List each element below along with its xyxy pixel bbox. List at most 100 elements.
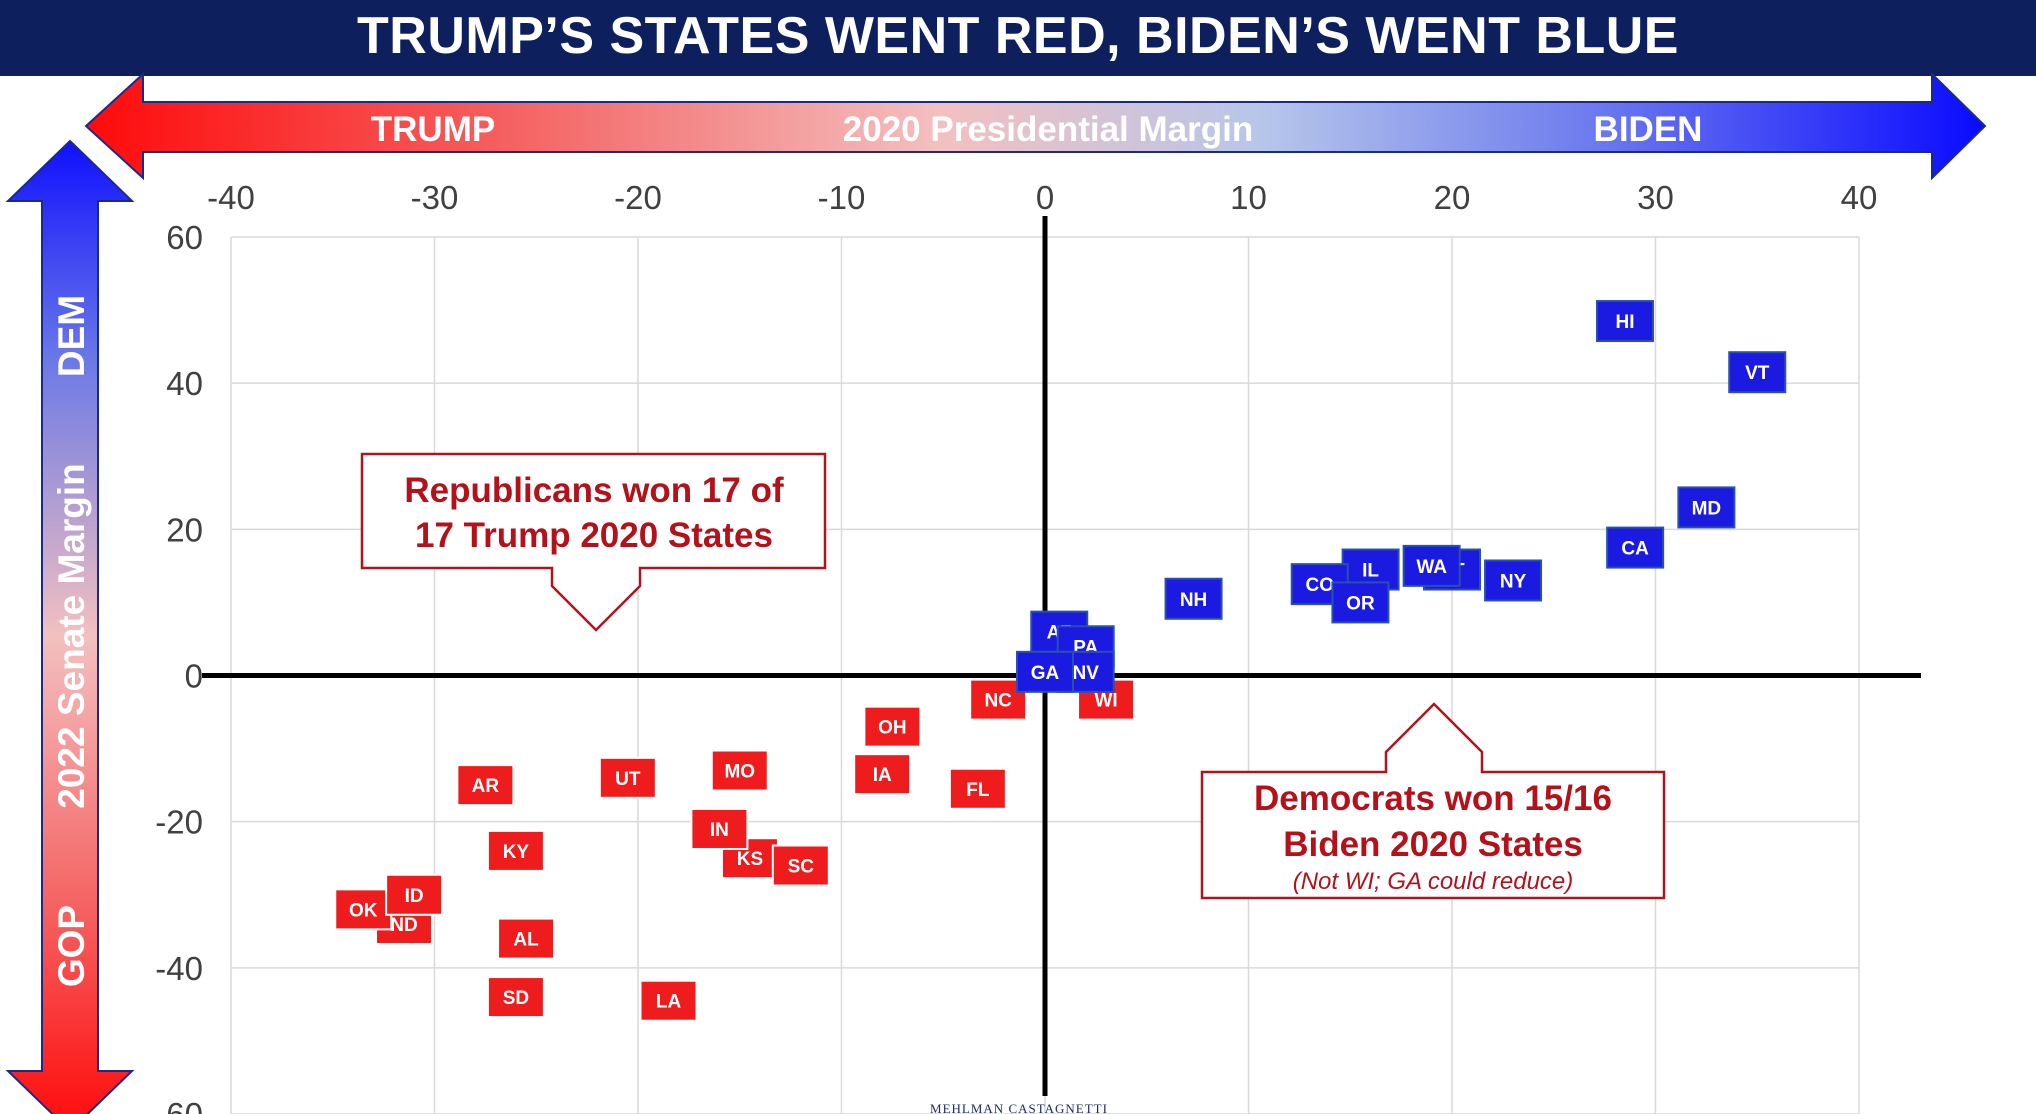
state-box bbox=[598, 756, 657, 799]
state-label: WA bbox=[1416, 557, 1447, 578]
state-label: UT bbox=[615, 769, 641, 790]
state-box bbox=[334, 888, 393, 931]
state-label: FL bbox=[966, 780, 990, 801]
x-arrow-left-label: TRUMP bbox=[371, 110, 495, 149]
democrat-callout-line1: Democrats won 15/16 bbox=[1254, 779, 1612, 818]
state-marker-ar: AR bbox=[456, 764, 515, 807]
x-tick-label: 30 bbox=[1637, 179, 1674, 216]
source-credit: Mehlman Castagnetti bbox=[930, 1101, 1108, 1114]
x-tick-label: 20 bbox=[1434, 179, 1471, 216]
x-tick-label: -10 bbox=[818, 179, 866, 216]
state-box bbox=[1595, 300, 1654, 343]
state-label: KS bbox=[737, 849, 763, 870]
state-box bbox=[486, 829, 545, 872]
state-box bbox=[1728, 351, 1787, 394]
state-markers: SD LA AL ND OK ID KY KS SC IN AR UT MO IA FL OH NC WI HI VT… bbox=[334, 300, 1787, 1022]
x-tick-label: 0 bbox=[1036, 179, 1054, 216]
state-label: NY bbox=[1500, 571, 1527, 592]
state-box bbox=[1402, 544, 1461, 587]
state-label: ND bbox=[390, 915, 417, 936]
state-marker-ky: KY bbox=[486, 829, 545, 872]
state-label: IL bbox=[1362, 561, 1379, 582]
democrat-callout-line2: Biden 2020 States bbox=[1283, 825, 1583, 864]
state-label: HI bbox=[1615, 312, 1634, 333]
state-marker-or: OR bbox=[1331, 581, 1390, 624]
state-box bbox=[497, 917, 556, 960]
x-tick-label: -40 bbox=[207, 179, 255, 216]
state-label: NH bbox=[1180, 590, 1207, 611]
state-label: KY bbox=[503, 842, 530, 863]
state-marker-oh: OH bbox=[863, 705, 922, 748]
state-label: SC bbox=[788, 857, 815, 878]
state-box bbox=[853, 753, 912, 796]
state-box bbox=[456, 764, 515, 807]
state-box bbox=[639, 979, 698, 1022]
state-label: IN bbox=[710, 820, 729, 841]
state-label: GA bbox=[1031, 663, 1060, 684]
state-box bbox=[863, 705, 922, 748]
state-label: NC bbox=[984, 691, 1012, 712]
state-marker-ok: OK bbox=[334, 888, 393, 931]
y-axis-arrow bbox=[5, 139, 135, 1114]
state-marker-fl: FL bbox=[948, 767, 1007, 810]
state-marker-nh: NH bbox=[1164, 577, 1223, 620]
state-marker-ca: CA bbox=[1606, 526, 1665, 569]
state-label: WI bbox=[1094, 691, 1117, 712]
state-box bbox=[1606, 526, 1665, 569]
state-label: OK bbox=[349, 900, 378, 921]
x-arrow-center-label: 2020 Presidential Margin bbox=[843, 110, 1253, 149]
y-tick-label: 60 bbox=[166, 219, 203, 256]
x-tick-label: -30 bbox=[411, 179, 459, 216]
y-tick-label: 20 bbox=[166, 511, 203, 548]
state-label: MD bbox=[1692, 498, 1722, 519]
state-label: VT bbox=[1745, 363, 1770, 384]
state-marker-mo: MO bbox=[710, 749, 769, 792]
state-label: ID bbox=[405, 886, 424, 907]
state-marker-ga: GA bbox=[1016, 650, 1074, 693]
republican-callout-line1: Republicans won 17 of bbox=[404, 471, 784, 510]
state-label: CO bbox=[1305, 575, 1334, 596]
state-marker-sd: SD bbox=[486, 976, 545, 1019]
y-arrow-center-label: 2022 Senate Margin bbox=[51, 463, 92, 808]
state-label: AL bbox=[513, 930, 539, 951]
x-arrow-right-label: BIDEN bbox=[1594, 110, 1703, 149]
x-tick-label: 10 bbox=[1230, 179, 1267, 216]
state-marker-ut: UT bbox=[598, 756, 657, 799]
state-marker-md: MD bbox=[1677, 486, 1736, 529]
x-axis-arrow bbox=[84, 71, 1987, 181]
tick-labels: -40 -30 -20 -10 0 10 20 30 40 60 40 20 0 -20 -40 -60 bbox=[155, 179, 1877, 1114]
democrat-callout-note: (Not WI; GA could reduce) bbox=[1293, 868, 1574, 895]
x-tick-label: 40 bbox=[1841, 179, 1878, 216]
state-label: AR bbox=[472, 776, 500, 797]
state-box bbox=[710, 749, 769, 792]
state-label: NV bbox=[1072, 663, 1099, 684]
state-label: LA bbox=[656, 992, 682, 1013]
republican-callout-line2: 17 Trump 2020 States bbox=[415, 516, 773, 555]
y-tick-label: -40 bbox=[155, 950, 203, 987]
state-marker-hi: HI bbox=[1595, 300, 1654, 343]
page-title: TRUMP’S STATES WENT RED, BIDEN’S WENT BL… bbox=[357, 7, 1679, 65]
state-box bbox=[1677, 486, 1736, 529]
state-box bbox=[1164, 577, 1223, 620]
state-box bbox=[385, 873, 444, 916]
state-box bbox=[771, 844, 830, 887]
state-label: OH bbox=[878, 718, 907, 739]
state-marker-la: LA bbox=[639, 979, 698, 1022]
state-box bbox=[948, 767, 1007, 810]
state-marker-ia: IA bbox=[853, 753, 912, 796]
state-marker-sc: SC bbox=[771, 844, 830, 887]
y-tick-label: 40 bbox=[166, 365, 203, 402]
y-tick-label: -60 bbox=[155, 1096, 203, 1114]
state-marker-ny: NY bbox=[1484, 559, 1543, 602]
y-arrow-bottom-label: GOP bbox=[51, 905, 92, 987]
state-marker-al: AL bbox=[497, 917, 556, 960]
state-marker-id: ID bbox=[385, 873, 444, 916]
state-label: OR bbox=[1346, 593, 1375, 614]
republican-callout: Republicans won 17 of 17 Trump 2020 Stat… bbox=[360, 452, 827, 632]
x-tick-label: -20 bbox=[614, 179, 662, 216]
state-box bbox=[486, 976, 545, 1019]
y-tick-label: 0 bbox=[185, 658, 203, 695]
state-marker-in: IN bbox=[690, 807, 749, 850]
state-label: CA bbox=[1621, 539, 1649, 560]
